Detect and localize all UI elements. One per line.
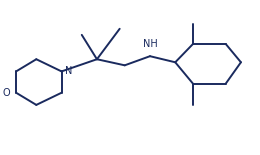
Text: O: O: [2, 88, 10, 98]
Text: NH: NH: [142, 39, 157, 49]
Text: N: N: [65, 66, 73, 76]
